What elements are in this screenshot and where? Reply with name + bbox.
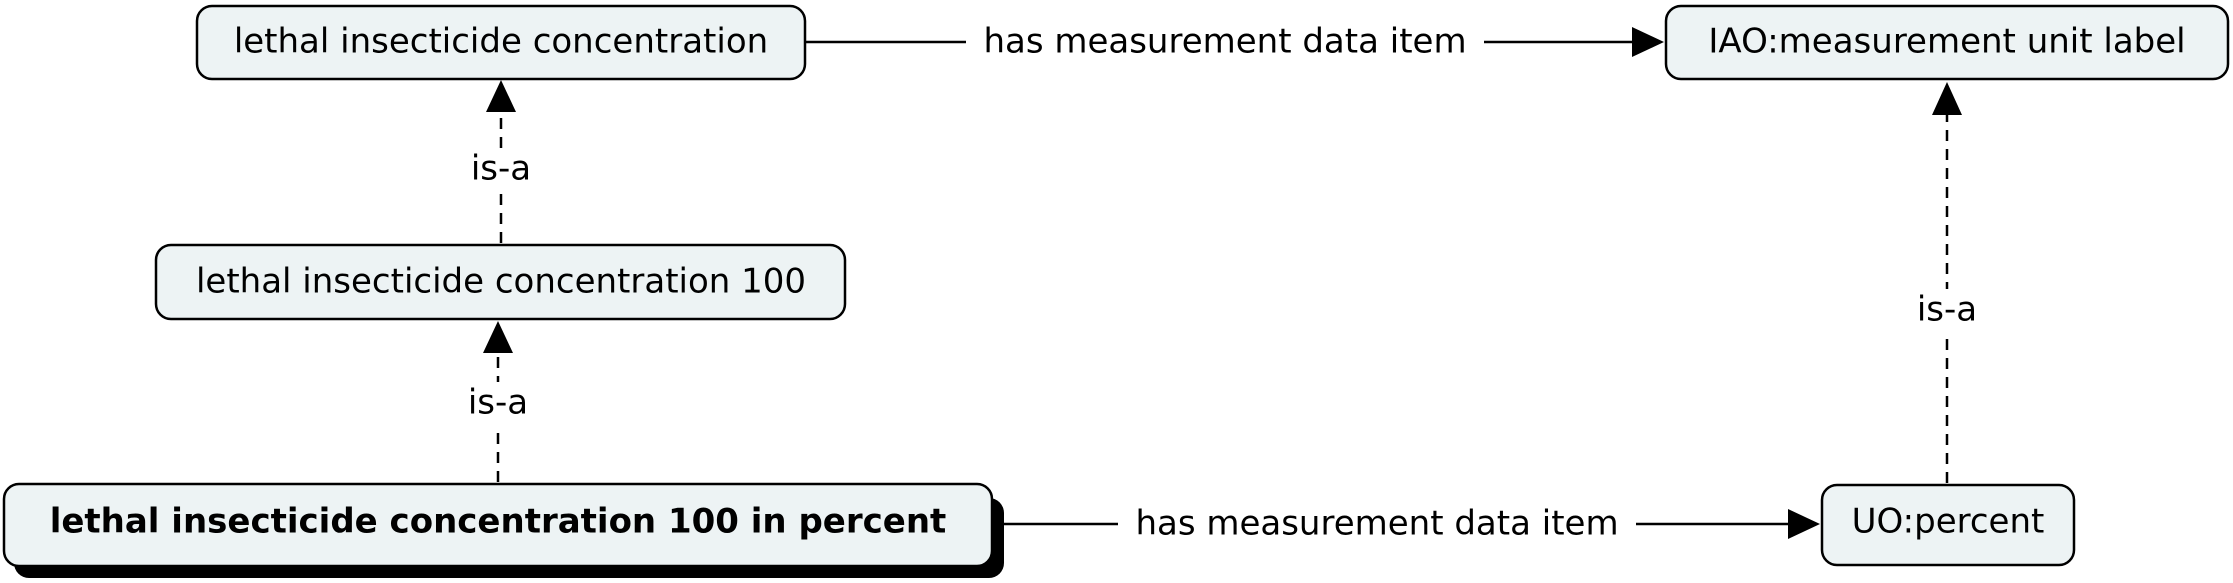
arrowhead-icon [1632, 27, 1664, 57]
edge-top-has-measurement: has measurement data item [806, 18, 1664, 66]
node-lethal-insecticide-concentration[interactable]: lethal insecticide concentration [195, 4, 807, 81]
edge-label-isa-upper-left: is-a [471, 149, 531, 189]
arrowhead-icon [1932, 82, 1962, 115]
node-box [1664, 4, 2230, 81]
edge-label-background [1908, 289, 1986, 333]
node-lethal-insecticide-concentration-100-in-percent[interactable]: lethal insecticide concentration 100 in … [2, 482, 1004, 578]
edge-label-background [1118, 500, 1636, 548]
edge-isa-lower-left: is-a [459, 321, 537, 482]
node-label: lethal insecticide concentration 100 [196, 262, 806, 302]
node-box [2, 482, 994, 568]
edge-label-background [462, 148, 540, 192]
node-label: lethal insecticide concentration 100 in … [50, 502, 947, 542]
arrowhead-icon [483, 321, 513, 353]
node-label: lethal insecticide concentration [234, 22, 768, 62]
node-uo-percent[interactable]: UO:percent [1820, 483, 2076, 567]
edge-label-isa-right: is-a [1917, 290, 1977, 330]
edge-label-has-measurement-top: has measurement data item [983, 22, 1466, 62]
edge-isa-upper-left: is-a [462, 80, 540, 243]
node-iao-measurement-unit-label[interactable]: IAO:measurement unit label [1664, 4, 2230, 81]
edge-label-background [459, 382, 537, 426]
edge-label-isa-lower-left: is-a [468, 383, 528, 423]
edge-label-has-measurement-bottom: has measurement data item [1135, 504, 1618, 544]
node-label: UO:percent [1852, 502, 2045, 542]
edge-bottom-has-measurement: has measurement data item [1004, 500, 1820, 548]
node-box [195, 4, 807, 81]
edge-label-background [966, 18, 1484, 66]
node-lethal-insecticide-concentration-100[interactable]: lethal insecticide concentration 100 [154, 243, 847, 321]
arrowhead-icon [486, 80, 516, 112]
arrowhead-icon [1788, 509, 1820, 539]
node-box [1820, 483, 2076, 567]
edge-isa-right: is-a [1908, 82, 1986, 483]
node-box [154, 243, 847, 321]
node-label: IAO:measurement unit label [1708, 22, 2185, 62]
